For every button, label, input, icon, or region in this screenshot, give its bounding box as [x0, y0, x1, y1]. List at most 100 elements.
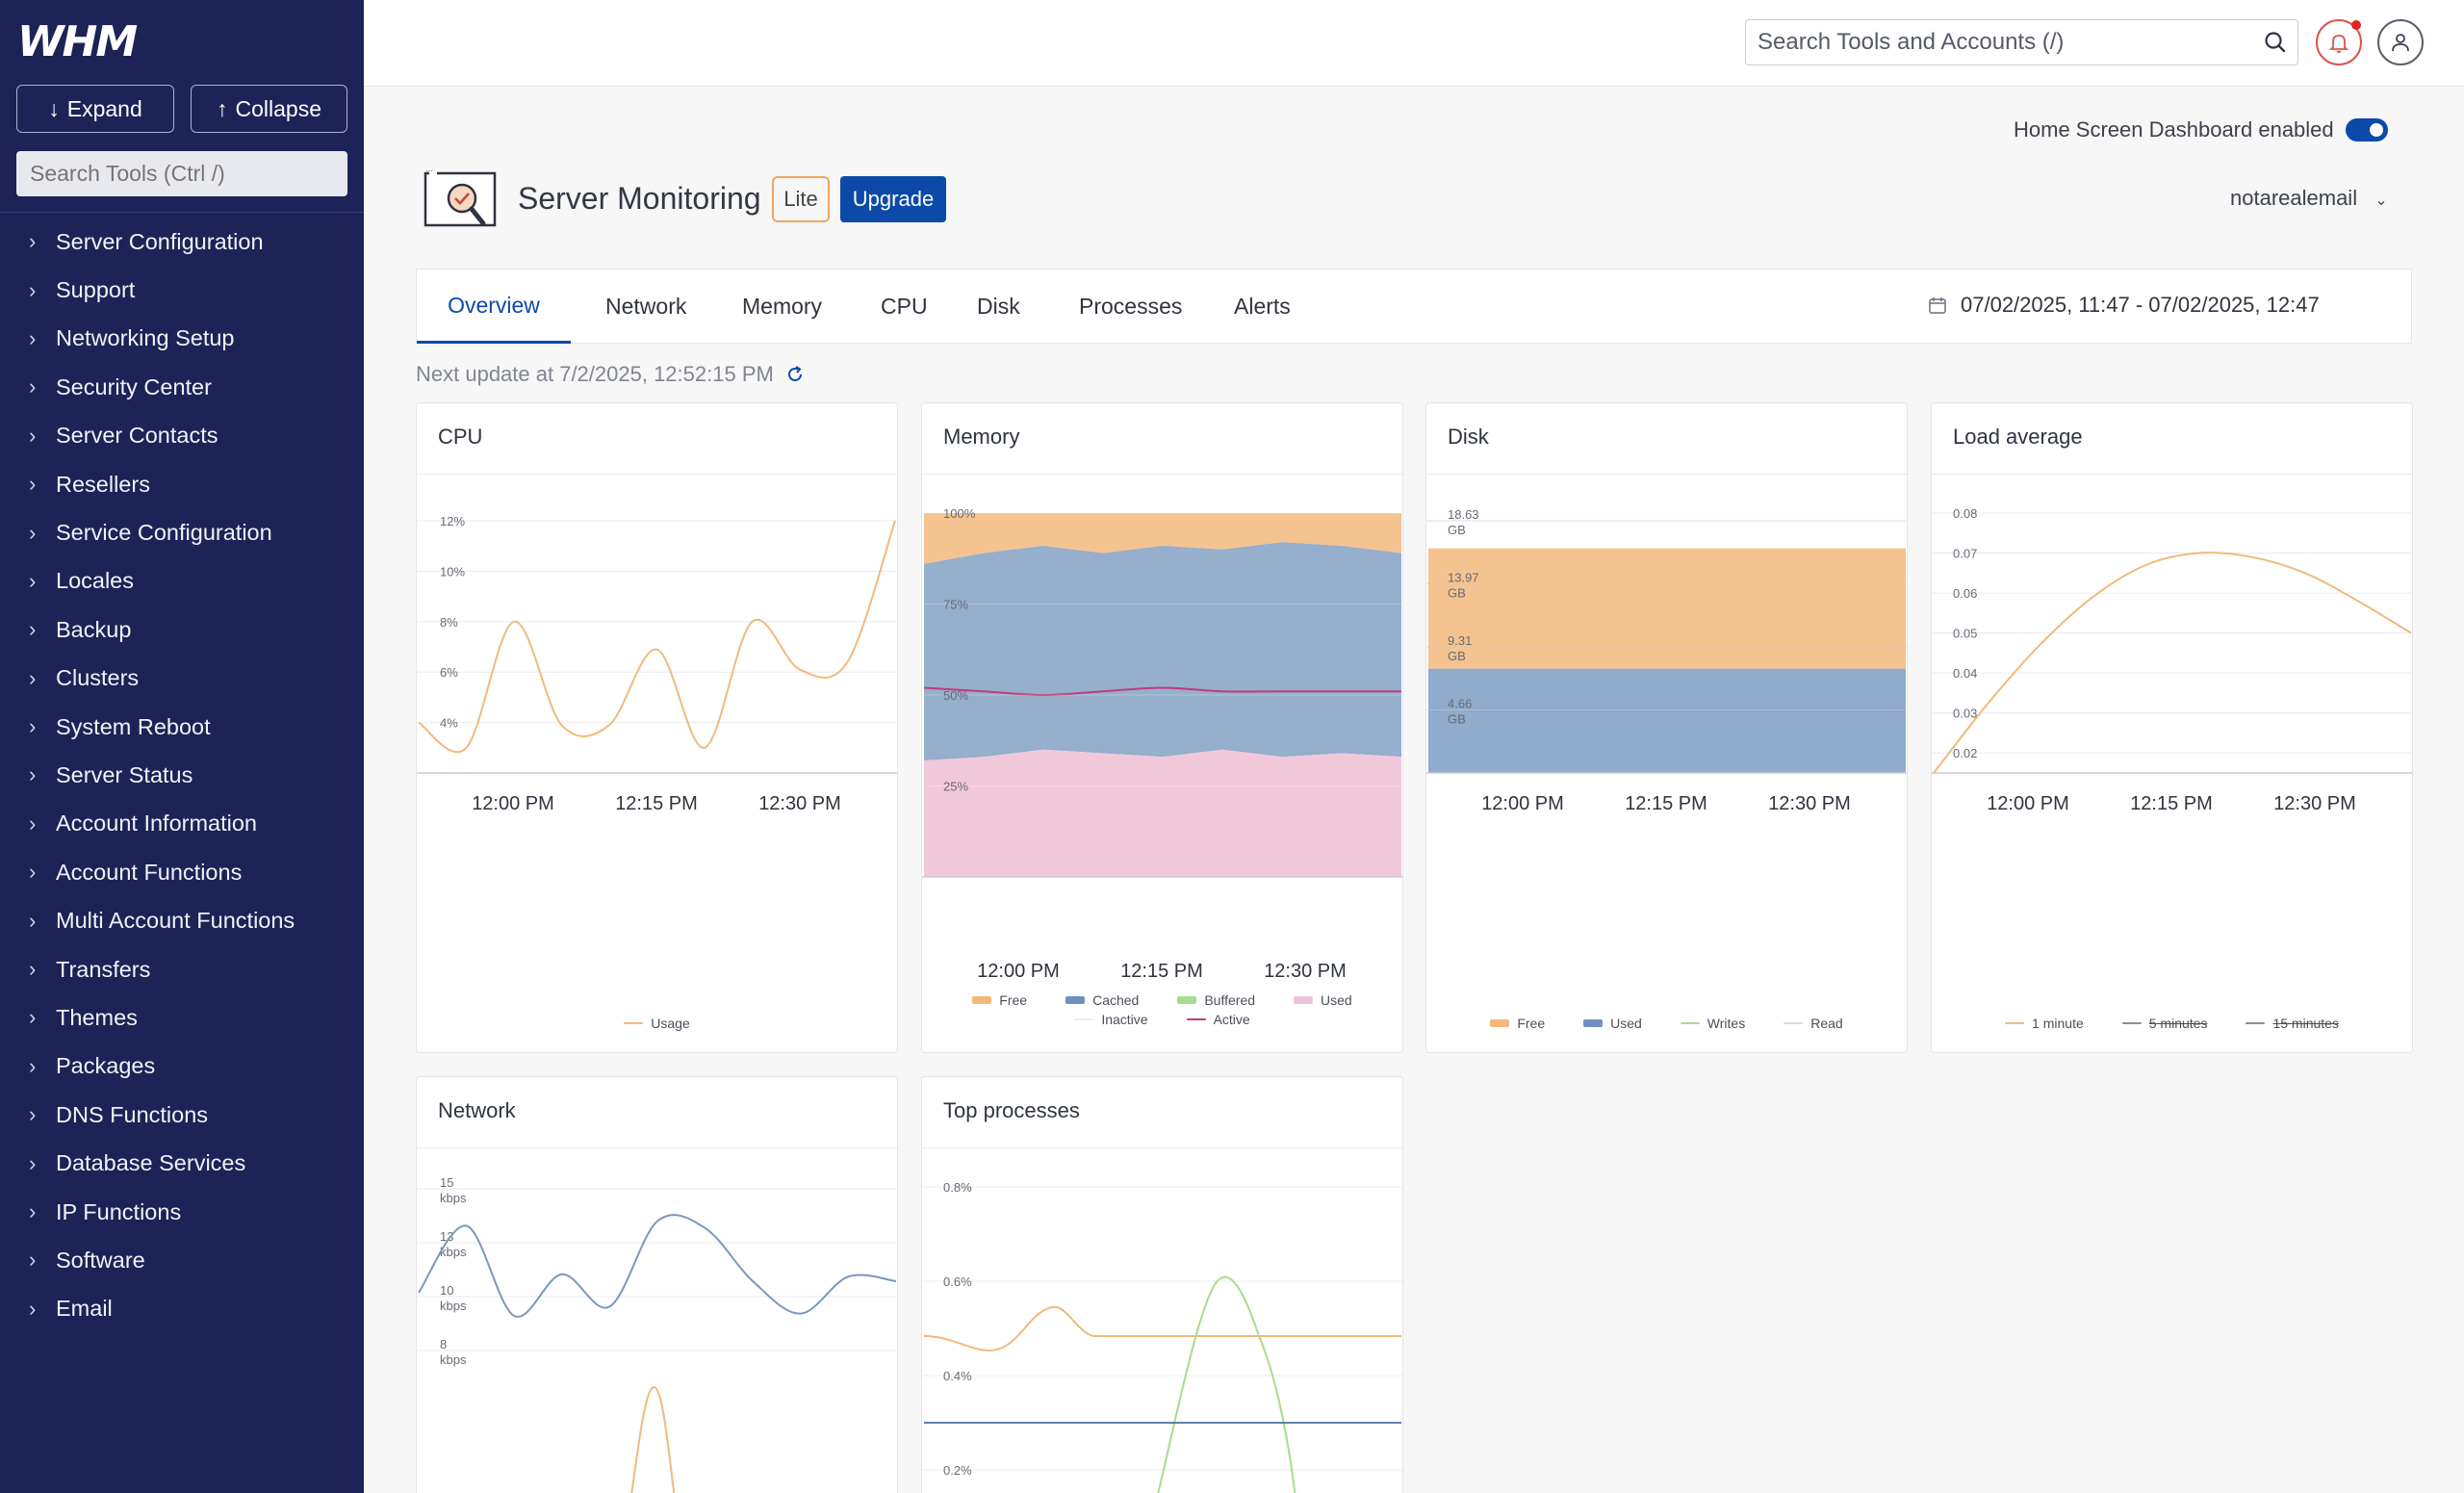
- legend-item[interactable]: 15 minutes: [2246, 1016, 2339, 1031]
- sidebar-search-input[interactable]: [16, 151, 347, 196]
- legend-item[interactable]: Free: [1490, 1016, 1545, 1031]
- legend-item[interactable]: 1 minute: [2005, 1016, 2084, 1031]
- memory-card-title: Memory: [943, 425, 1020, 449]
- legend-item[interactable]: Writes: [1680, 1016, 1745, 1031]
- legend-label: Active: [1213, 1012, 1250, 1027]
- sidebar-item-ip-functions[interactable]: › IP Functions: [0, 1188, 364, 1236]
- legend-item[interactable]: Buffered: [1177, 992, 1255, 1008]
- sidebar-item-clusters[interactable]: › Clusters: [0, 655, 364, 703]
- sidebar-item-locales[interactable]: › Locales: [0, 557, 364, 605]
- sidebar-item-multi-account-functions[interactable]: › Multi Account Functions: [0, 896, 364, 944]
- y-tick-label: 13.97: [1448, 571, 1479, 585]
- expand-button[interactable]: ↓ Expand: [16, 85, 174, 133]
- y-tick-label: 50%: [943, 688, 968, 703]
- tab-alerts[interactable]: Alerts: [1234, 294, 1291, 319]
- sidebar-item-support[interactable]: › Support: [0, 266, 364, 314]
- tab-cpu[interactable]: CPU: [881, 294, 928, 319]
- sidebar-item-networking-setup[interactable]: › Networking Setup: [0, 315, 364, 363]
- legend-swatch: [1490, 1019, 1510, 1027]
- sidebar-item-resellers[interactable]: › Resellers: [0, 460, 364, 508]
- account-select[interactable]: notarealemail ⌄: [2230, 186, 2388, 211]
- sidebar-item-server-contacts[interactable]: › Server Contacts: [0, 412, 364, 460]
- memory-card: Memory 100% 75% 50% 25% 12:00 PM 12:15 PM 12:3…: [921, 402, 1403, 1053]
- chevron-right-icon: ›: [29, 1005, 37, 1030]
- legend-item[interactable]: Inactive: [1074, 1012, 1148, 1027]
- user-menu-button[interactable]: [2377, 19, 2424, 65]
- load-average-legend: 1 minute 5 minutes 15 minutes: [1932, 1014, 2412, 1033]
- legend-label: Usage: [651, 1016, 690, 1031]
- sidebar-item-system-reboot[interactable]: › System Reboot: [0, 703, 364, 751]
- legend-item[interactable]: Usage: [624, 1016, 690, 1031]
- notifications-button[interactable]: [2316, 19, 2362, 65]
- sidebar-item-email[interactable]: › Email: [0, 1285, 364, 1333]
- sidebar-item-label: Packages: [56, 1053, 156, 1079]
- legend-label: Inactive: [1101, 1012, 1148, 1027]
- collapse-button[interactable]: ↑ Collapse: [191, 85, 347, 133]
- sidebar-item-packages[interactable]: › Packages: [0, 1043, 364, 1091]
- tab-network[interactable]: Network: [605, 294, 687, 319]
- y-tick-label: 0.04: [1953, 666, 1977, 681]
- y-tick-label: 25%: [943, 780, 968, 794]
- chevron-right-icon: ›: [29, 277, 37, 302]
- sidebar-item-dns-functions[interactable]: › DNS Functions: [0, 1091, 364, 1139]
- tab-processes[interactable]: Processes: [1079, 294, 1183, 319]
- sidebar-item-security-center[interactable]: › Security Center: [0, 363, 364, 411]
- memory-free-area: [924, 513, 1401, 564]
- chevron-right-icon: ›: [29, 1150, 37, 1175]
- tab-overview[interactable]: Overview: [417, 270, 571, 344]
- memory-cached-area: [924, 542, 1401, 761]
- refresh-icon[interactable]: [785, 365, 805, 384]
- chevron-right-icon: ›: [29, 325, 37, 350]
- tab-disk[interactable]: Disk: [977, 294, 1020, 319]
- chevron-right-icon: ›: [29, 811, 37, 836]
- sidebar-item-label: Server Status: [56, 761, 193, 787]
- date-range-picker[interactable]: 07/02/2025, 11:47 - 07/02/2025, 12:47: [1928, 293, 2320, 318]
- sidebar-item-label: Multi Account Functions: [56, 908, 295, 934]
- legend-item[interactable]: Read: [1784, 1016, 1843, 1031]
- y-tick-label: 9.31: [1448, 633, 1472, 648]
- dashboard-toggle[interactable]: [2346, 118, 2388, 142]
- legend-item[interactable]: Cached: [1065, 992, 1139, 1008]
- y-tick-unit: kbps: [440, 1299, 467, 1313]
- sidebar-item-account-information[interactable]: › Account Information: [0, 800, 364, 848]
- sidebar-item-label: Backup: [56, 616, 132, 642]
- search-icon[interactable]: [2263, 30, 2288, 55]
- x-tick-label: 12:00 PM: [977, 961, 1060, 982]
- tools-search-input[interactable]: Search Tools and Accounts (/): [1745, 19, 2298, 65]
- sidebar-item-themes[interactable]: › Themes: [0, 993, 364, 1042]
- top-processes-card: Top processes 0.8% 0.6% 0.4% 0.2%: [921, 1076, 1403, 1493]
- network-out-line: [630, 1386, 676, 1493]
- legend-item[interactable]: Free: [972, 992, 1027, 1008]
- sidebar-item-server-status[interactable]: › Server Status: [0, 751, 364, 799]
- sidebar-item-software[interactable]: › Software: [0, 1236, 364, 1284]
- chevron-right-icon: ›: [29, 1296, 37, 1321]
- whm-logo[interactable]: WHM: [17, 17, 138, 66]
- upgrade-button[interactable]: Upgrade: [840, 176, 946, 222]
- y-tick-label: 0.6%: [943, 1274, 972, 1289]
- legend-item[interactable]: Used: [1294, 992, 1352, 1008]
- load-1min-line: [1933, 552, 2412, 774]
- y-tick-unit: kbps: [440, 1352, 467, 1367]
- sidebar-item-account-functions[interactable]: › Account Functions: [0, 848, 364, 896]
- sidebar-item-label: Security Center: [56, 373, 212, 399]
- chevron-right-icon: ›: [29, 1102, 37, 1127]
- x-tick-label: 12:30 PM: [1768, 793, 1851, 814]
- legend-item[interactable]: Active: [1186, 1012, 1250, 1027]
- next-update: Next update at 7/2/2025, 12:52:15 PM: [416, 362, 805, 387]
- tools-search-placeholder: Search Tools and Accounts (/): [1758, 29, 2065, 55]
- network-card: Network 15 kbps 13 kbps 10 kbps 8 kbps: [416, 1076, 898, 1493]
- legend-item[interactable]: Used: [1583, 1016, 1642, 1031]
- legend-item[interactable]: 5 minutes: [2121, 1016, 2207, 1031]
- sidebar-item-service-configuration[interactable]: › Service Configuration: [0, 508, 364, 556]
- legend-swatch: [972, 996, 992, 1004]
- sidebar-item-server-configuration[interactable]: › Server Configuration: [0, 218, 364, 266]
- chevron-right-icon: ›: [29, 374, 37, 399]
- sidebar-item-transfers[interactable]: › Transfers: [0, 945, 364, 993]
- tab-memory[interactable]: Memory: [742, 294, 823, 319]
- sidebar-item-backup[interactable]: › Backup: [0, 605, 364, 654]
- cpu-legend: Usage: [417, 1014, 897, 1033]
- legend-swatch: [1074, 1018, 1094, 1020]
- sidebar-item-database-services[interactable]: › Database Services: [0, 1139, 364, 1187]
- y-tick-label: 0.07: [1953, 547, 1977, 561]
- x-tick-label: 12:15 PM: [615, 793, 698, 814]
